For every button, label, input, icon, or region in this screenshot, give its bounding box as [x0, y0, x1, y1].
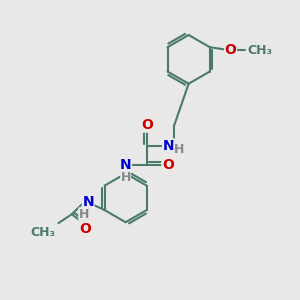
Text: CH₃: CH₃ [31, 226, 56, 239]
Text: CH₃: CH₃ [247, 44, 272, 57]
Text: O: O [141, 118, 153, 132]
Text: O: O [162, 158, 174, 172]
Text: H: H [120, 171, 131, 184]
Text: O: O [79, 222, 91, 236]
Text: N: N [120, 158, 131, 172]
Text: H: H [79, 208, 89, 221]
Text: N: N [163, 139, 174, 153]
Text: O: O [225, 43, 236, 57]
Text: H: H [174, 143, 184, 156]
Text: N: N [82, 195, 94, 209]
